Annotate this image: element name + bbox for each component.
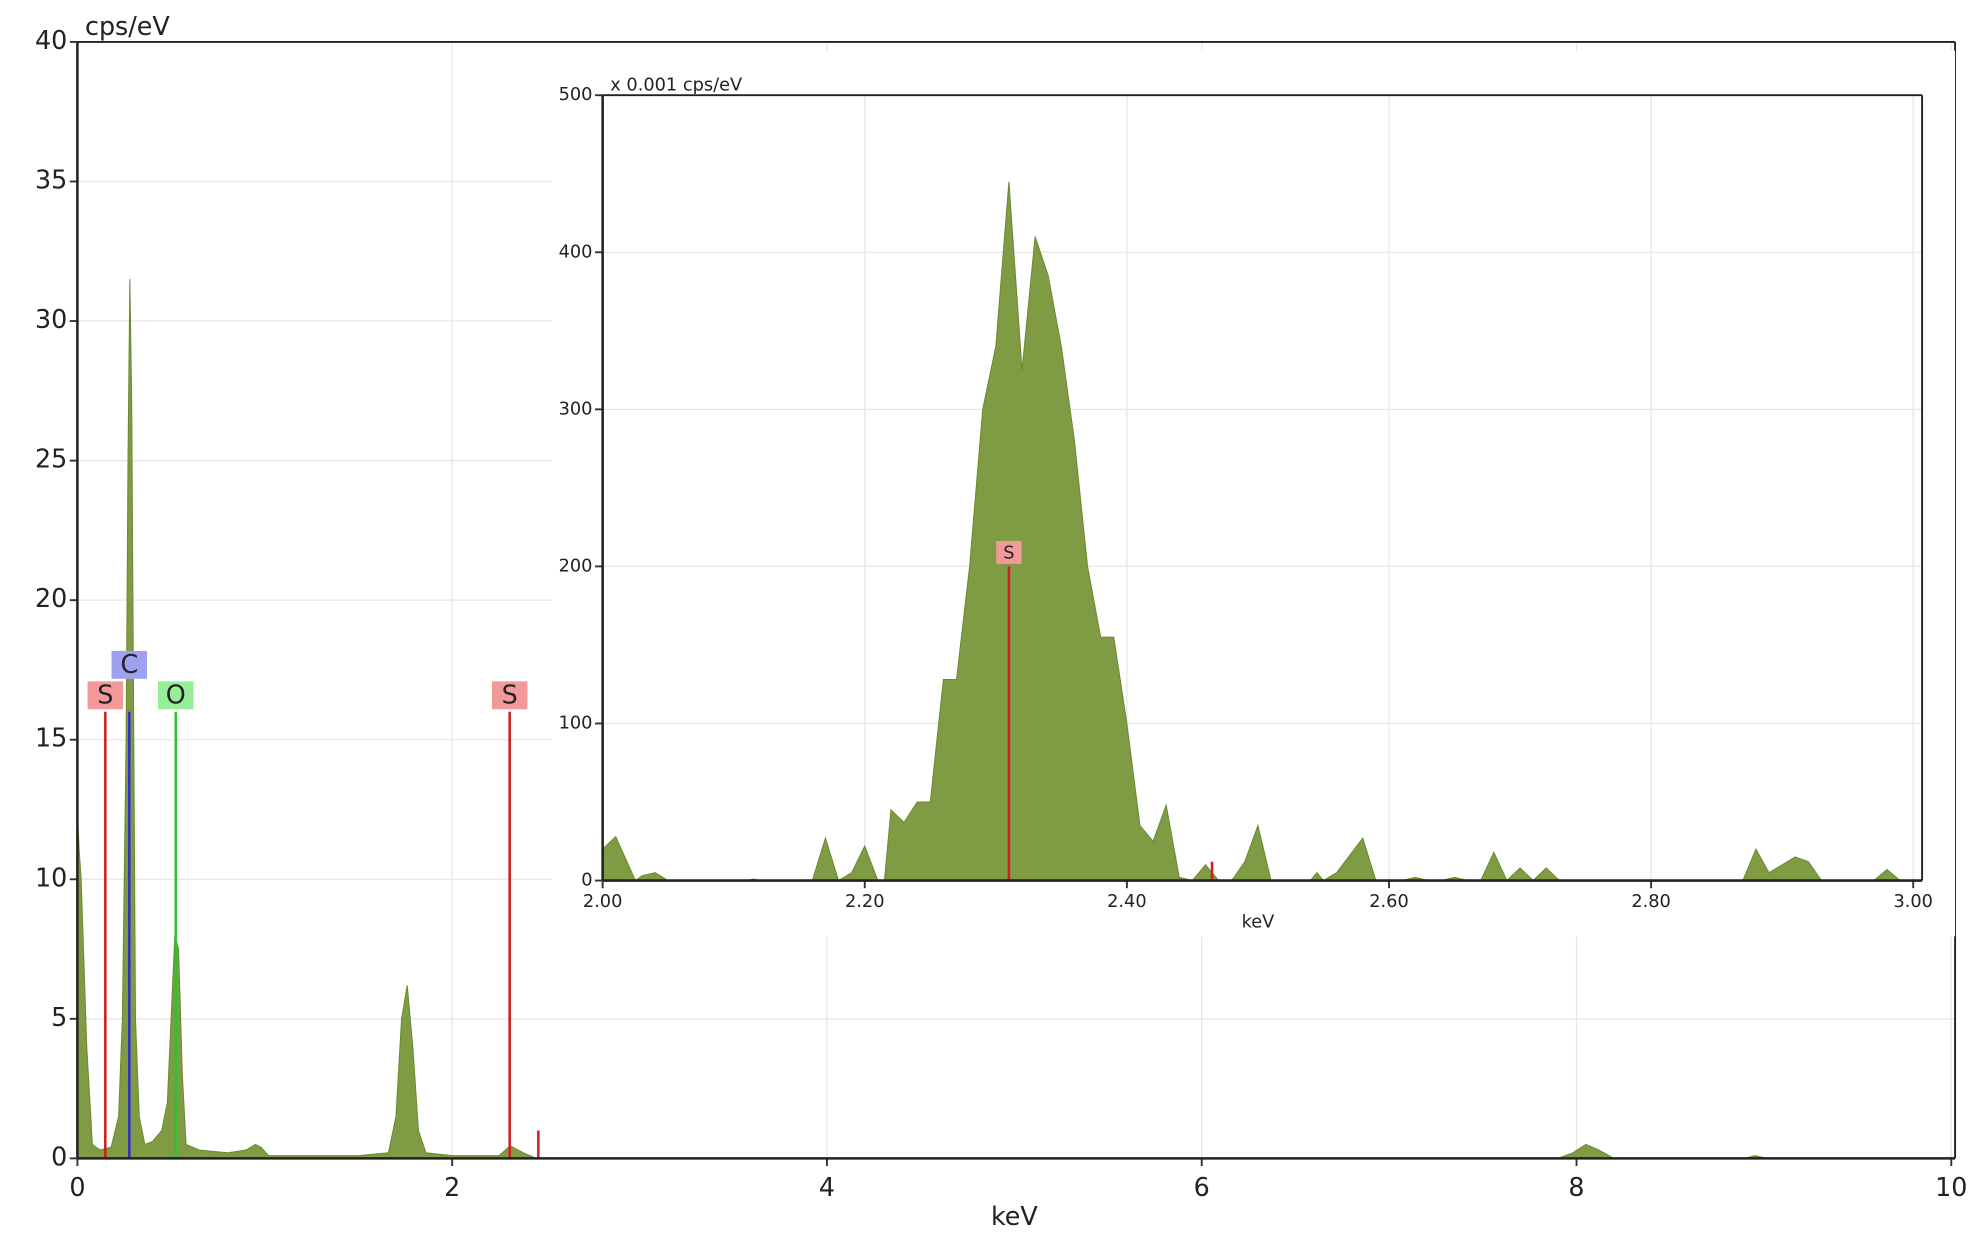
y-tick-label: 10	[35, 862, 67, 892]
y-tick-label: 15	[35, 723, 67, 753]
y-tick-label: 400	[559, 242, 593, 262]
spectrum-area	[602, 181, 1914, 882]
y-tick-label: 25	[35, 444, 67, 474]
x-tick-label: 2.00	[583, 892, 623, 912]
y-tick-label: 100	[559, 713, 593, 733]
element-label: S	[1003, 544, 1014, 564]
x-tick-label: 4	[819, 1172, 835, 1202]
y-tick-label: 40	[35, 25, 67, 55]
element-label: S	[502, 680, 518, 710]
x-tick-label: 2	[444, 1172, 460, 1202]
x-tick-label: 10	[1935, 1172, 1967, 1202]
x-tick-label: 2.20	[845, 892, 885, 912]
x-tick-label: 2.80	[1631, 892, 1671, 912]
y-tick-label: 500	[559, 85, 593, 105]
element-label-box	[491, 681, 528, 710]
y-tick-label: 0	[51, 1141, 67, 1171]
y-tick-label: 0	[581, 871, 592, 891]
x-axis-label: keV	[991, 1201, 1038, 1231]
y-axis-label: cps/eV	[85, 11, 170, 41]
x-tick-label: 8	[1568, 1172, 1584, 1202]
y-tick-label: 30	[35, 304, 67, 334]
y-tick-label: 200	[559, 556, 593, 576]
y-axis-label: x 0.001 cps/eV	[610, 75, 742, 95]
y-tick-label: 300	[559, 399, 593, 419]
element-label: O	[166, 680, 186, 710]
y-tick-label: 5	[51, 1002, 67, 1032]
x-axis-label: keV	[1242, 912, 1275, 932]
x-tick-label: 6	[1194, 1172, 1210, 1202]
inset-background	[551, 50, 1956, 937]
element-label-box	[87, 681, 124, 710]
x-tick-label: 2.40	[1107, 892, 1147, 912]
x-tick-label: 0	[69, 1172, 85, 1202]
x-tick-label: 2.60	[1369, 892, 1409, 912]
element-label: C	[120, 649, 138, 679]
y-tick-label: 35	[35, 164, 67, 194]
element-label-box	[158, 681, 194, 710]
y-tick-label: 20	[35, 583, 67, 613]
element-label-box	[111, 650, 148, 679]
x-tick-label: 3.00	[1893, 892, 1933, 912]
element-label: S	[97, 680, 113, 710]
element-label-box	[996, 541, 1022, 564]
